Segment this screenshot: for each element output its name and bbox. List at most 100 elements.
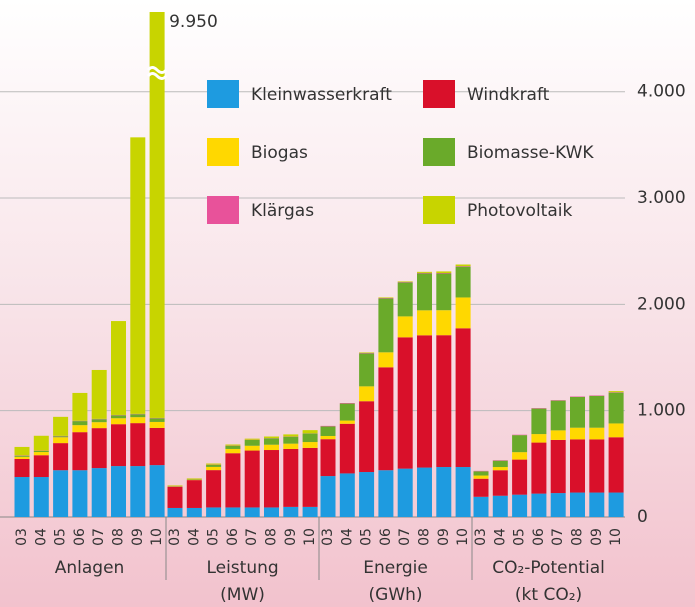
bar-segment bbox=[264, 444, 279, 451]
bar-segment bbox=[72, 425, 88, 433]
legend-swatch bbox=[207, 196, 239, 224]
bar-segment bbox=[33, 455, 49, 478]
bar-segment bbox=[264, 450, 279, 508]
bar-segment bbox=[53, 436, 69, 438]
group-unit: (GWh) bbox=[369, 585, 423, 605]
bar-segment bbox=[72, 392, 88, 421]
bar-segment bbox=[436, 273, 452, 311]
x-tick-label: 07 bbox=[244, 528, 260, 546]
bar-segment bbox=[473, 475, 489, 479]
legend-swatch bbox=[207, 138, 239, 166]
bar-segment bbox=[531, 408, 547, 435]
bar-segment bbox=[149, 427, 165, 466]
bar-segment bbox=[473, 496, 489, 517]
x-tick-label: 05 bbox=[206, 528, 222, 546]
bar-segment bbox=[130, 423, 146, 467]
legend-label: Biomasse-KWK bbox=[467, 143, 594, 163]
x-tick-label: 05 bbox=[359, 528, 375, 546]
legend-swatch bbox=[423, 196, 455, 224]
bar-segment bbox=[531, 442, 547, 494]
bar-segment bbox=[14, 446, 30, 456]
bar-segment bbox=[378, 298, 394, 353]
bar-segment bbox=[339, 473, 355, 517]
axis-break bbox=[146, 66, 168, 80]
bar-segment bbox=[339, 423, 355, 474]
bar-segment bbox=[589, 439, 605, 493]
y-tick-label: 4.000 bbox=[637, 82, 686, 102]
bar-segment bbox=[436, 335, 452, 468]
bar-segment bbox=[512, 452, 528, 460]
bar-segment bbox=[570, 396, 585, 428]
bar-segment bbox=[111, 415, 126, 419]
x-tick-label: 03 bbox=[473, 528, 489, 546]
bar-segment bbox=[91, 369, 107, 419]
bar-segment bbox=[149, 465, 165, 517]
bar-segment bbox=[111, 321, 126, 415]
bar-segment bbox=[302, 430, 318, 434]
x-tick-label: 05 bbox=[53, 528, 69, 546]
bar-segment bbox=[436, 467, 452, 517]
x-tick-label: 07 bbox=[91, 528, 107, 546]
bar-segment bbox=[378, 297, 394, 299]
bar-segment bbox=[531, 434, 547, 443]
bar-segment bbox=[550, 439, 566, 494]
bar-segment bbox=[33, 450, 49, 453]
x-tick-label: 06 bbox=[72, 528, 88, 546]
bar-segment bbox=[283, 448, 299, 507]
y-tick-label: 3.000 bbox=[637, 188, 686, 208]
bar-segment bbox=[378, 297, 394, 298]
bar-segment bbox=[339, 403, 355, 404]
bar-segment bbox=[111, 466, 126, 517]
bar-segment bbox=[283, 436, 299, 444]
x-tick-label: 04 bbox=[186, 528, 202, 546]
bar-segment bbox=[320, 435, 336, 440]
bar-segment bbox=[33, 477, 49, 517]
bar-segment bbox=[608, 392, 624, 424]
bar-segment bbox=[589, 492, 605, 517]
bar-segment bbox=[302, 442, 318, 448]
bar-segment bbox=[378, 470, 394, 517]
bar-segment bbox=[492, 460, 508, 468]
bar-segment bbox=[417, 273, 432, 311]
bar-segment bbox=[130, 417, 146, 424]
legend-label: Photovoltaik bbox=[467, 201, 572, 221]
bar-segment bbox=[53, 416, 69, 436]
bar-segment bbox=[72, 470, 88, 517]
bar-segment bbox=[492, 495, 508, 517]
bar-segment bbox=[417, 335, 432, 468]
bar-segment bbox=[283, 506, 299, 517]
bar-segment bbox=[186, 479, 202, 481]
bar-segment bbox=[186, 507, 202, 517]
bar-segment bbox=[264, 507, 279, 517]
bar-segment bbox=[225, 507, 241, 517]
x-tick-label: 10 bbox=[455, 528, 471, 546]
bar-segment bbox=[111, 418, 126, 425]
bar-segment bbox=[244, 507, 260, 517]
x-tick-label: 10 bbox=[302, 528, 318, 546]
x-tick-label: 04 bbox=[339, 528, 355, 546]
bar-segment bbox=[339, 403, 355, 421]
bar-segment bbox=[320, 426, 336, 436]
x-tick-label: 04 bbox=[33, 528, 49, 546]
bar-segment bbox=[608, 391, 624, 393]
bar-segment bbox=[225, 445, 241, 449]
bar-segment bbox=[397, 281, 413, 282]
bar-segment bbox=[359, 386, 375, 402]
bar-segment bbox=[167, 485, 183, 486]
bar-segment bbox=[417, 271, 432, 273]
bar-segment bbox=[244, 450, 260, 508]
bar-segment bbox=[359, 401, 375, 473]
x-tick-label: 10 bbox=[149, 528, 165, 546]
bar-segment bbox=[91, 468, 107, 517]
bar-segment bbox=[130, 137, 146, 414]
x-tick-label: 08 bbox=[111, 528, 127, 546]
bar-segment bbox=[378, 367, 394, 471]
bar-segment bbox=[91, 428, 107, 469]
x-tick-label: 07 bbox=[550, 528, 566, 546]
bar-segment bbox=[417, 272, 432, 274]
bar-segment bbox=[244, 438, 260, 440]
bar-segment bbox=[378, 352, 394, 368]
bar-segment bbox=[14, 456, 30, 459]
bar-segment bbox=[512, 494, 528, 517]
bar-segment bbox=[33, 452, 49, 456]
